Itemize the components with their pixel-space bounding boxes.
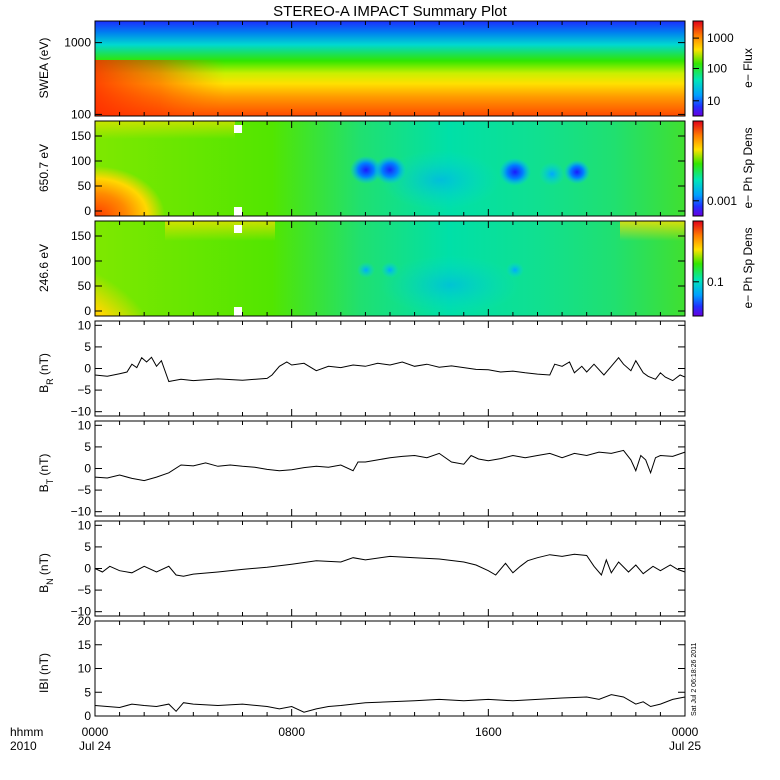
br-ylabel: BR (nT): [37, 353, 55, 393]
x-tick-sublabel: Jul 24: [79, 739, 111, 753]
pad650-ytick-label: 0: [84, 204, 91, 218]
x-tick-sublabel: Jul 25: [669, 739, 701, 753]
pad246-colorbar: 0.1 e− Ph Sp Dens: [692, 220, 755, 317]
pad650-colorbar-tick-label: 0.001: [707, 194, 737, 208]
bmag-ytick-label: 20: [78, 614, 92, 628]
pad650-colorbar: 0.001 e− Ph Sp Dens: [692, 120, 755, 217]
bt-ytick-label: −10: [71, 505, 92, 519]
swea-colorbar-label: e− Flux: [741, 48, 755, 88]
bmag-ytick-label: 15: [78, 638, 92, 652]
bn-ytick-label: −5: [77, 583, 91, 597]
br-ytick-label: 5: [84, 340, 91, 354]
br-frame: [94, 320, 686, 417]
timestamp: Sat Jul 2 06:18:26 2011: [691, 642, 698, 716]
swea-ytick-label: 100: [71, 107, 91, 121]
bn-ytick-label: 10: [78, 518, 92, 532]
pad246-ytick-label: 100: [71, 254, 91, 268]
bt-ytick-label: 5: [84, 440, 91, 454]
swea-ytick-label: 1000: [64, 36, 91, 50]
pad650-ylabel: 650.7 eV: [37, 144, 51, 192]
bn-ylabel: BN (nT): [37, 553, 55, 593]
br-ytick-label: 10: [78, 318, 92, 332]
pad246-colorbar-tick-label: 0.1: [707, 275, 724, 289]
br-ytick-label: −5: [77, 383, 91, 397]
pad246-colorbar-label: e− Ph Sp Dens: [741, 227, 755, 308]
bt-ytick-label: −5: [77, 483, 91, 497]
x-axis-row1-label: hhmm: [10, 725, 43, 739]
bt-frame: [94, 420, 686, 517]
swea-colorbar-tick-label: 1000: [707, 31, 734, 45]
pad246-ytick-label: 150: [71, 229, 91, 243]
swea-colorbar-tick-label: 100: [707, 62, 727, 76]
x-tick-label: 0000: [672, 725, 699, 739]
plot-title: STEREO-A IMPACT Summary Plot: [273, 3, 507, 20]
pad650-ytick-label: 150: [71, 129, 91, 143]
bt-series-line: [94, 449, 686, 482]
bn-ytick-label: 0: [84, 562, 91, 576]
pad650-ytick-label: 100: [71, 154, 91, 168]
br-ytick-label: −10: [71, 405, 92, 419]
bmag-series-line: [94, 694, 686, 713]
br-ytick-label: 0: [84, 362, 91, 376]
pad650-colorbar-label: e− Ph Sp Dens: [741, 127, 755, 208]
pad246-ytick-label: 50: [78, 279, 92, 293]
bn-series-line: [94, 553, 686, 577]
swea-colorbar-tick-label: 10: [707, 94, 721, 108]
pad246-spectrogram-image: [95, 221, 685, 316]
swea-ylabel: SWEA (eV): [37, 38, 51, 99]
bt-ytick-label: 10: [78, 418, 92, 432]
swea-colorbar: 1000 100 10 e− Flux: [692, 20, 755, 117]
swea-spectrogram-image: [95, 21, 685, 116]
bn-ytick-label: 5: [84, 540, 91, 554]
bmag-ylabel: IBI (nT): [37, 653, 51, 693]
bn-ytick-label: −10: [71, 605, 92, 619]
pad246-ylabel: 246.6 eV: [37, 244, 51, 292]
x-tick-label: 0000: [82, 725, 109, 739]
br-series-line: [94, 356, 686, 383]
bt-ylabel: BT (nT): [37, 454, 55, 493]
x-tick-label: 0800: [278, 725, 305, 739]
bmag-ytick-label: 10: [78, 662, 92, 676]
pad650-spectrogram-image: [95, 121, 685, 216]
pad246-ytick-label: 0: [84, 304, 91, 318]
bmag-ytick-label: 0: [84, 709, 91, 723]
x-axis-row2-label: 2010: [10, 739, 37, 753]
pad650-ytick-label: 50: [78, 179, 92, 193]
bt-ytick-label: 0: [84, 462, 91, 476]
bmag-ytick-label: 5: [84, 685, 91, 699]
x-tick-label: 1600: [475, 725, 502, 739]
